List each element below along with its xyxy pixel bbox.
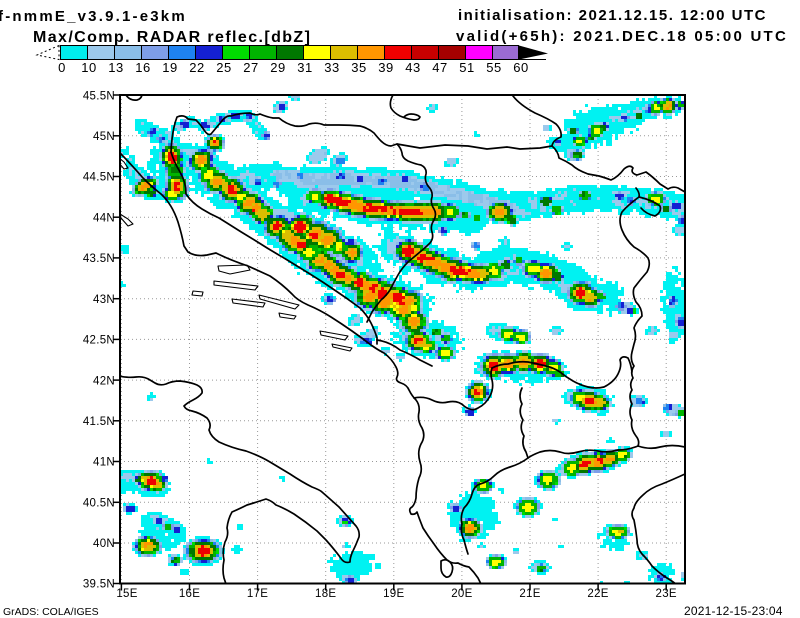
svg-text:43: 43 — [405, 60, 420, 75]
svg-text:39: 39 — [378, 60, 393, 75]
svg-text:19: 19 — [162, 60, 177, 75]
svg-text:33: 33 — [324, 60, 339, 75]
svg-text:45.5N: 45.5N — [83, 90, 115, 102]
svg-text:42.5N: 42.5N — [83, 335, 115, 347]
svg-text:41.5N: 41.5N — [83, 416, 115, 428]
svg-text:21E: 21E — [519, 588, 540, 600]
svg-text:60: 60 — [513, 60, 528, 75]
svg-text:44N: 44N — [93, 212, 115, 224]
svg-text:20E: 20E — [451, 588, 472, 600]
svg-text:22: 22 — [189, 60, 204, 75]
svg-text:27: 27 — [243, 60, 258, 75]
svg-text:43.5N: 43.5N — [83, 253, 115, 265]
svg-text:16: 16 — [135, 60, 150, 75]
svg-text:31: 31 — [297, 60, 312, 75]
svg-text:43N: 43N — [93, 294, 115, 306]
svg-text:51: 51 — [459, 60, 474, 75]
svg-text:45N: 45N — [93, 131, 115, 143]
svg-text:16E: 16E — [179, 588, 200, 600]
svg-text:19E: 19E — [383, 588, 404, 600]
svg-text:55: 55 — [486, 60, 501, 75]
svg-text:17E: 17E — [247, 588, 268, 600]
svg-text:40.5N: 40.5N — [83, 498, 115, 510]
svg-text:41N: 41N — [93, 457, 115, 469]
svg-text:0: 0 — [58, 60, 66, 75]
svg-text:47: 47 — [432, 60, 447, 75]
svg-text:15E: 15E — [116, 588, 137, 600]
svg-text:18E: 18E — [315, 588, 336, 600]
svg-text:42N: 42N — [93, 375, 115, 387]
svg-text:29: 29 — [270, 60, 285, 75]
svg-text:10: 10 — [81, 60, 96, 75]
svg-text:35: 35 — [351, 60, 366, 75]
svg-text:22E: 22E — [587, 588, 608, 600]
svg-text:44.5N: 44.5N — [83, 172, 115, 184]
svg-text:13: 13 — [108, 60, 123, 75]
svg-text:23E: 23E — [656, 588, 677, 600]
svg-text:39.5N: 39.5N — [83, 579, 115, 591]
svg-text:40N: 40N — [93, 538, 115, 550]
svg-text:25: 25 — [216, 60, 231, 75]
